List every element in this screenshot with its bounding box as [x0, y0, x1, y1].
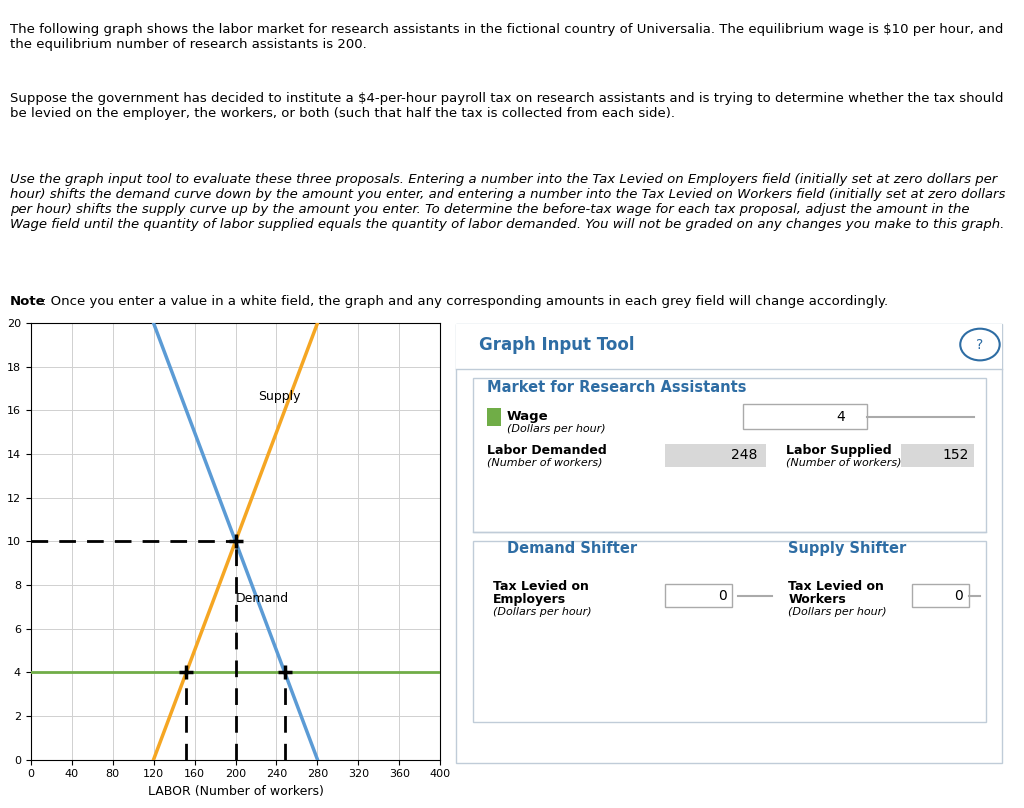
- Text: Note: Note: [10, 295, 46, 308]
- Text: Graph Input Tool: Graph Input Tool: [479, 335, 634, 354]
- Text: (Number of workers): (Number of workers): [785, 457, 901, 468]
- Text: Labor Supplied: Labor Supplied: [785, 444, 891, 457]
- Text: (Number of workers): (Number of workers): [487, 457, 603, 468]
- Text: (Dollars per hour): (Dollars per hour): [493, 607, 592, 617]
- Text: 248: 248: [731, 448, 758, 462]
- FancyBboxPatch shape: [665, 444, 766, 467]
- FancyBboxPatch shape: [912, 584, 969, 607]
- Text: 0: 0: [954, 589, 964, 603]
- Text: (Dollars per hour): (Dollars per hour): [507, 424, 605, 434]
- Text: Market for Research Assistants: Market for Research Assistants: [487, 380, 746, 395]
- FancyBboxPatch shape: [457, 324, 1002, 369]
- Text: 4: 4: [836, 410, 845, 424]
- Text: The following graph shows the labor market for research assistants in the fictio: The following graph shows the labor mark…: [10, 23, 1004, 51]
- Text: Suppose the government has decided to institute a $4-per-hour payroll tax on res: Suppose the government has decided to in…: [10, 92, 1004, 120]
- Text: Wage: Wage: [507, 410, 549, 423]
- Text: Use the graph input tool to evaluate these three proposals. Entering a number in: Use the graph input tool to evaluate the…: [10, 173, 1006, 230]
- Text: Supply: Supply: [258, 389, 301, 402]
- Text: (Dollars per hour): (Dollars per hour): [788, 607, 887, 617]
- FancyBboxPatch shape: [457, 324, 1002, 763]
- Text: : Once you enter a value in a white field, the graph and any corresponding amoun: : Once you enter a value in a white fiel…: [42, 295, 889, 308]
- Text: ?: ?: [976, 338, 984, 351]
- FancyBboxPatch shape: [473, 541, 986, 722]
- FancyBboxPatch shape: [743, 404, 867, 429]
- Y-axis label: WAGE (Dollars per hour): WAGE (Dollars per hour): [0, 465, 1, 617]
- Text: Labor Demanded: Labor Demanded: [487, 444, 607, 457]
- Text: 152: 152: [942, 448, 969, 462]
- FancyBboxPatch shape: [665, 584, 732, 607]
- Text: Supply Shifter: Supply Shifter: [788, 541, 906, 556]
- Text: 0: 0: [718, 589, 727, 603]
- FancyBboxPatch shape: [487, 408, 502, 426]
- Text: Tax Levied on: Tax Levied on: [493, 580, 589, 593]
- FancyBboxPatch shape: [473, 378, 986, 532]
- X-axis label: LABOR (Number of workers): LABOR (Number of workers): [147, 785, 324, 797]
- Text: Demand: Demand: [236, 592, 289, 605]
- FancyBboxPatch shape: [901, 444, 975, 467]
- Text: Employers: Employers: [493, 593, 566, 606]
- Text: Workers: Workers: [788, 593, 846, 606]
- Text: Demand Shifter: Demand Shifter: [507, 541, 637, 556]
- Text: Tax Levied on: Tax Levied on: [788, 580, 885, 593]
